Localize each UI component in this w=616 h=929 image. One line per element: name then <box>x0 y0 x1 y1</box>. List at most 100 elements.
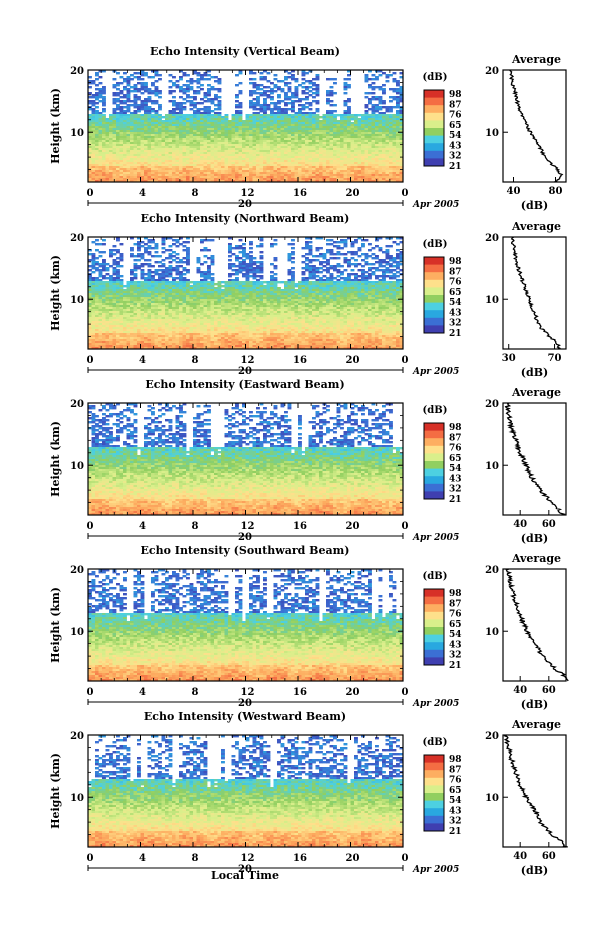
avg-x-tick-label: 60 <box>542 851 556 862</box>
x-tick-label: 20 <box>346 687 360 698</box>
colorbar-segment <box>424 90 444 99</box>
x-tick-label: 8 <box>192 188 199 199</box>
date-day-label: 20 <box>238 366 252 377</box>
date-label: Apr 2005 <box>412 865 459 875</box>
colorbar-segment <box>424 423 444 432</box>
avg-y-tick-label: 20 <box>485 399 499 410</box>
x-tick-label: 20 <box>346 355 360 366</box>
y-tick-label: 20 <box>70 399 84 410</box>
heatmap <box>88 70 403 182</box>
date-day-label: 20 <box>238 864 252 875</box>
avg-title: Average <box>511 552 561 565</box>
colorbar-segment <box>424 105 444 114</box>
colorbar-segment <box>424 317 444 326</box>
colorbar-segment <box>424 143 444 152</box>
colorbar-segment <box>424 264 444 273</box>
x-tick-label: 8 <box>192 687 199 698</box>
y-axis-label: Height (km) <box>49 255 62 331</box>
x-tick-label: 0 <box>87 853 94 864</box>
avg-profile-line <box>503 734 568 848</box>
date-day-label: 20 <box>238 532 252 543</box>
avg-profile-line <box>510 236 561 350</box>
colorbar-label: 76 <box>449 610 462 620</box>
colorbar <box>423 422 445 500</box>
y-tick-label: 10 <box>70 295 84 306</box>
colorbar-segment <box>424 287 444 296</box>
date-label: Apr 2005 <box>412 367 459 377</box>
colorbar-label: 43 <box>449 806 462 816</box>
colorbar-segment <box>424 627 444 636</box>
colorbar-segment <box>424 257 444 266</box>
heatmap <box>88 735 403 847</box>
colorbar-segment <box>424 815 444 824</box>
x-axis-label: Local Time <box>211 869 279 882</box>
avg-x-tick-label: 60 <box>542 519 556 530</box>
x-tick-label: 0 <box>402 853 409 864</box>
colorbar-label: 43 <box>449 308 462 318</box>
colorbar-label: 87 <box>449 100 462 110</box>
y-tick-label: 20 <box>70 66 84 77</box>
x-tick-label: 4 <box>139 687 146 698</box>
avg-x-tick-label: 40 <box>513 685 527 696</box>
colorbar-label: 21 <box>449 162 462 172</box>
avg-x-tick-label: 40 <box>513 519 527 530</box>
x-tick-label: 20 <box>346 188 360 199</box>
avg-x-axis-label: (dB) <box>521 698 548 711</box>
colorbar-label: 65 <box>449 786 462 796</box>
colorbar <box>423 256 445 334</box>
colorbar-label: 32 <box>449 485 462 495</box>
colorbar-label: 54 <box>449 630 462 640</box>
colorbar-segment <box>424 755 444 764</box>
x-tick-label: 16 <box>293 521 307 532</box>
avg-y-tick-label: 10 <box>485 627 499 638</box>
avg-y-tick-label: 10 <box>485 295 499 306</box>
colorbar-label: 87 <box>449 433 462 443</box>
panel-title: Echo Intensity (Southward Beam) <box>141 544 350 557</box>
colorbar-segment <box>424 634 444 643</box>
y-tick-label: 10 <box>70 793 84 804</box>
colorbar-segment <box>424 476 444 485</box>
avg-x-tick-label: 60 <box>542 685 556 696</box>
x-tick-label: 4 <box>139 521 146 532</box>
avg-x-tick-label: 70 <box>548 353 562 364</box>
panel-title: Echo Intensity (Northward Beam) <box>141 212 350 225</box>
colorbar-label: 87 <box>449 599 462 609</box>
colorbar-segment <box>424 785 444 794</box>
avg-x-tick-label: 40 <box>513 851 527 862</box>
colorbar-segment <box>424 310 444 319</box>
colorbar-label: 76 <box>449 278 462 288</box>
colorbar-segment <box>424 97 444 106</box>
colorbar-label: 65 <box>449 620 462 630</box>
avg-x-tick-label: 40 <box>507 186 521 197</box>
colorbar-label: 65 <box>449 454 462 464</box>
avg-profile-line <box>504 402 567 516</box>
colorbar-label: 54 <box>449 464 462 474</box>
y-tick-label: 20 <box>70 731 84 742</box>
avg-title: Average <box>511 386 561 399</box>
colorbar-unit: (dB) <box>423 239 448 250</box>
y-axis-label: Height (km) <box>49 421 62 497</box>
panel-title: Echo Intensity (Westward Beam) <box>144 710 346 723</box>
colorbar-segment <box>424 120 444 129</box>
x-tick-label: 0 <box>402 687 409 698</box>
avg-title: Average <box>511 718 561 731</box>
avg-y-tick-label: 10 <box>485 793 499 804</box>
colorbar-segment <box>424 128 444 137</box>
colorbar-label: 54 <box>449 796 462 806</box>
colorbar-segment <box>424 158 444 167</box>
colorbar-label: 65 <box>449 288 462 298</box>
heatmap <box>88 403 403 515</box>
colorbar-segment <box>424 596 444 605</box>
colorbar-label: 76 <box>449 111 462 121</box>
colorbar-unit: (dB) <box>423 571 448 582</box>
colorbar-unit: (dB) <box>423 72 448 83</box>
colorbar-label: 21 <box>449 495 462 505</box>
heatmap <box>88 569 403 681</box>
x-tick-label: 0 <box>87 521 94 532</box>
avg-frame <box>502 568 567 682</box>
x-tick-label: 16 <box>293 188 307 199</box>
x-tick-label: 16 <box>293 853 307 864</box>
x-tick-label: 0 <box>402 188 409 199</box>
colorbar-label: 32 <box>449 817 462 827</box>
